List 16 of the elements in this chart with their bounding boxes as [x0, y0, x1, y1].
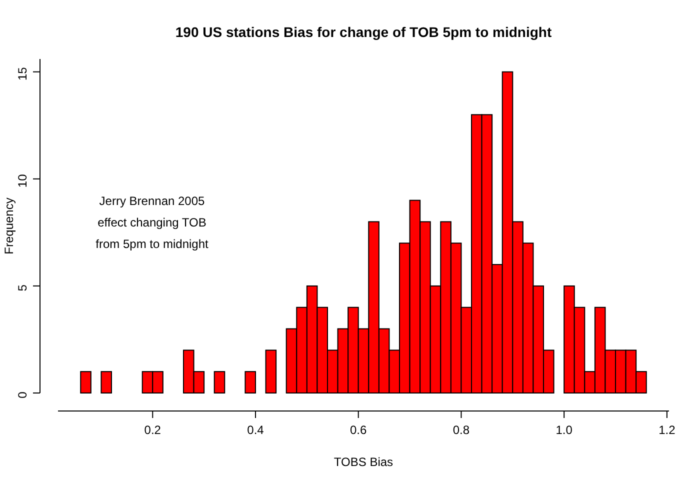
y-tick-label: 0	[15, 391, 30, 398]
chart-title: 190 US stations Bias for change of TOB 5pm to midnight	[175, 24, 552, 40]
x-axis-title: TOBS Bias	[334, 455, 394, 469]
y-tick-label: 10	[15, 174, 30, 188]
x-tick-label: 0.2	[144, 423, 162, 438]
x-tick-label: 1.2	[658, 423, 676, 438]
x-tick-label: 0.6	[350, 423, 368, 438]
annotation: effect changing TOB	[98, 216, 206, 230]
x-tick-label: 0.8	[452, 423, 470, 438]
y-axis-title: Frequency	[2, 198, 16, 254]
annotation: Jerry Brennan 2005	[99, 194, 206, 208]
y-tick-label: 15	[15, 66, 30, 81]
x-tick-label: 1.0	[556, 423, 573, 438]
x-tick-label: 0.4	[247, 423, 264, 438]
annotation: from 5pm to midnight	[96, 237, 210, 251]
y-tick-label: 5	[15, 284, 30, 292]
